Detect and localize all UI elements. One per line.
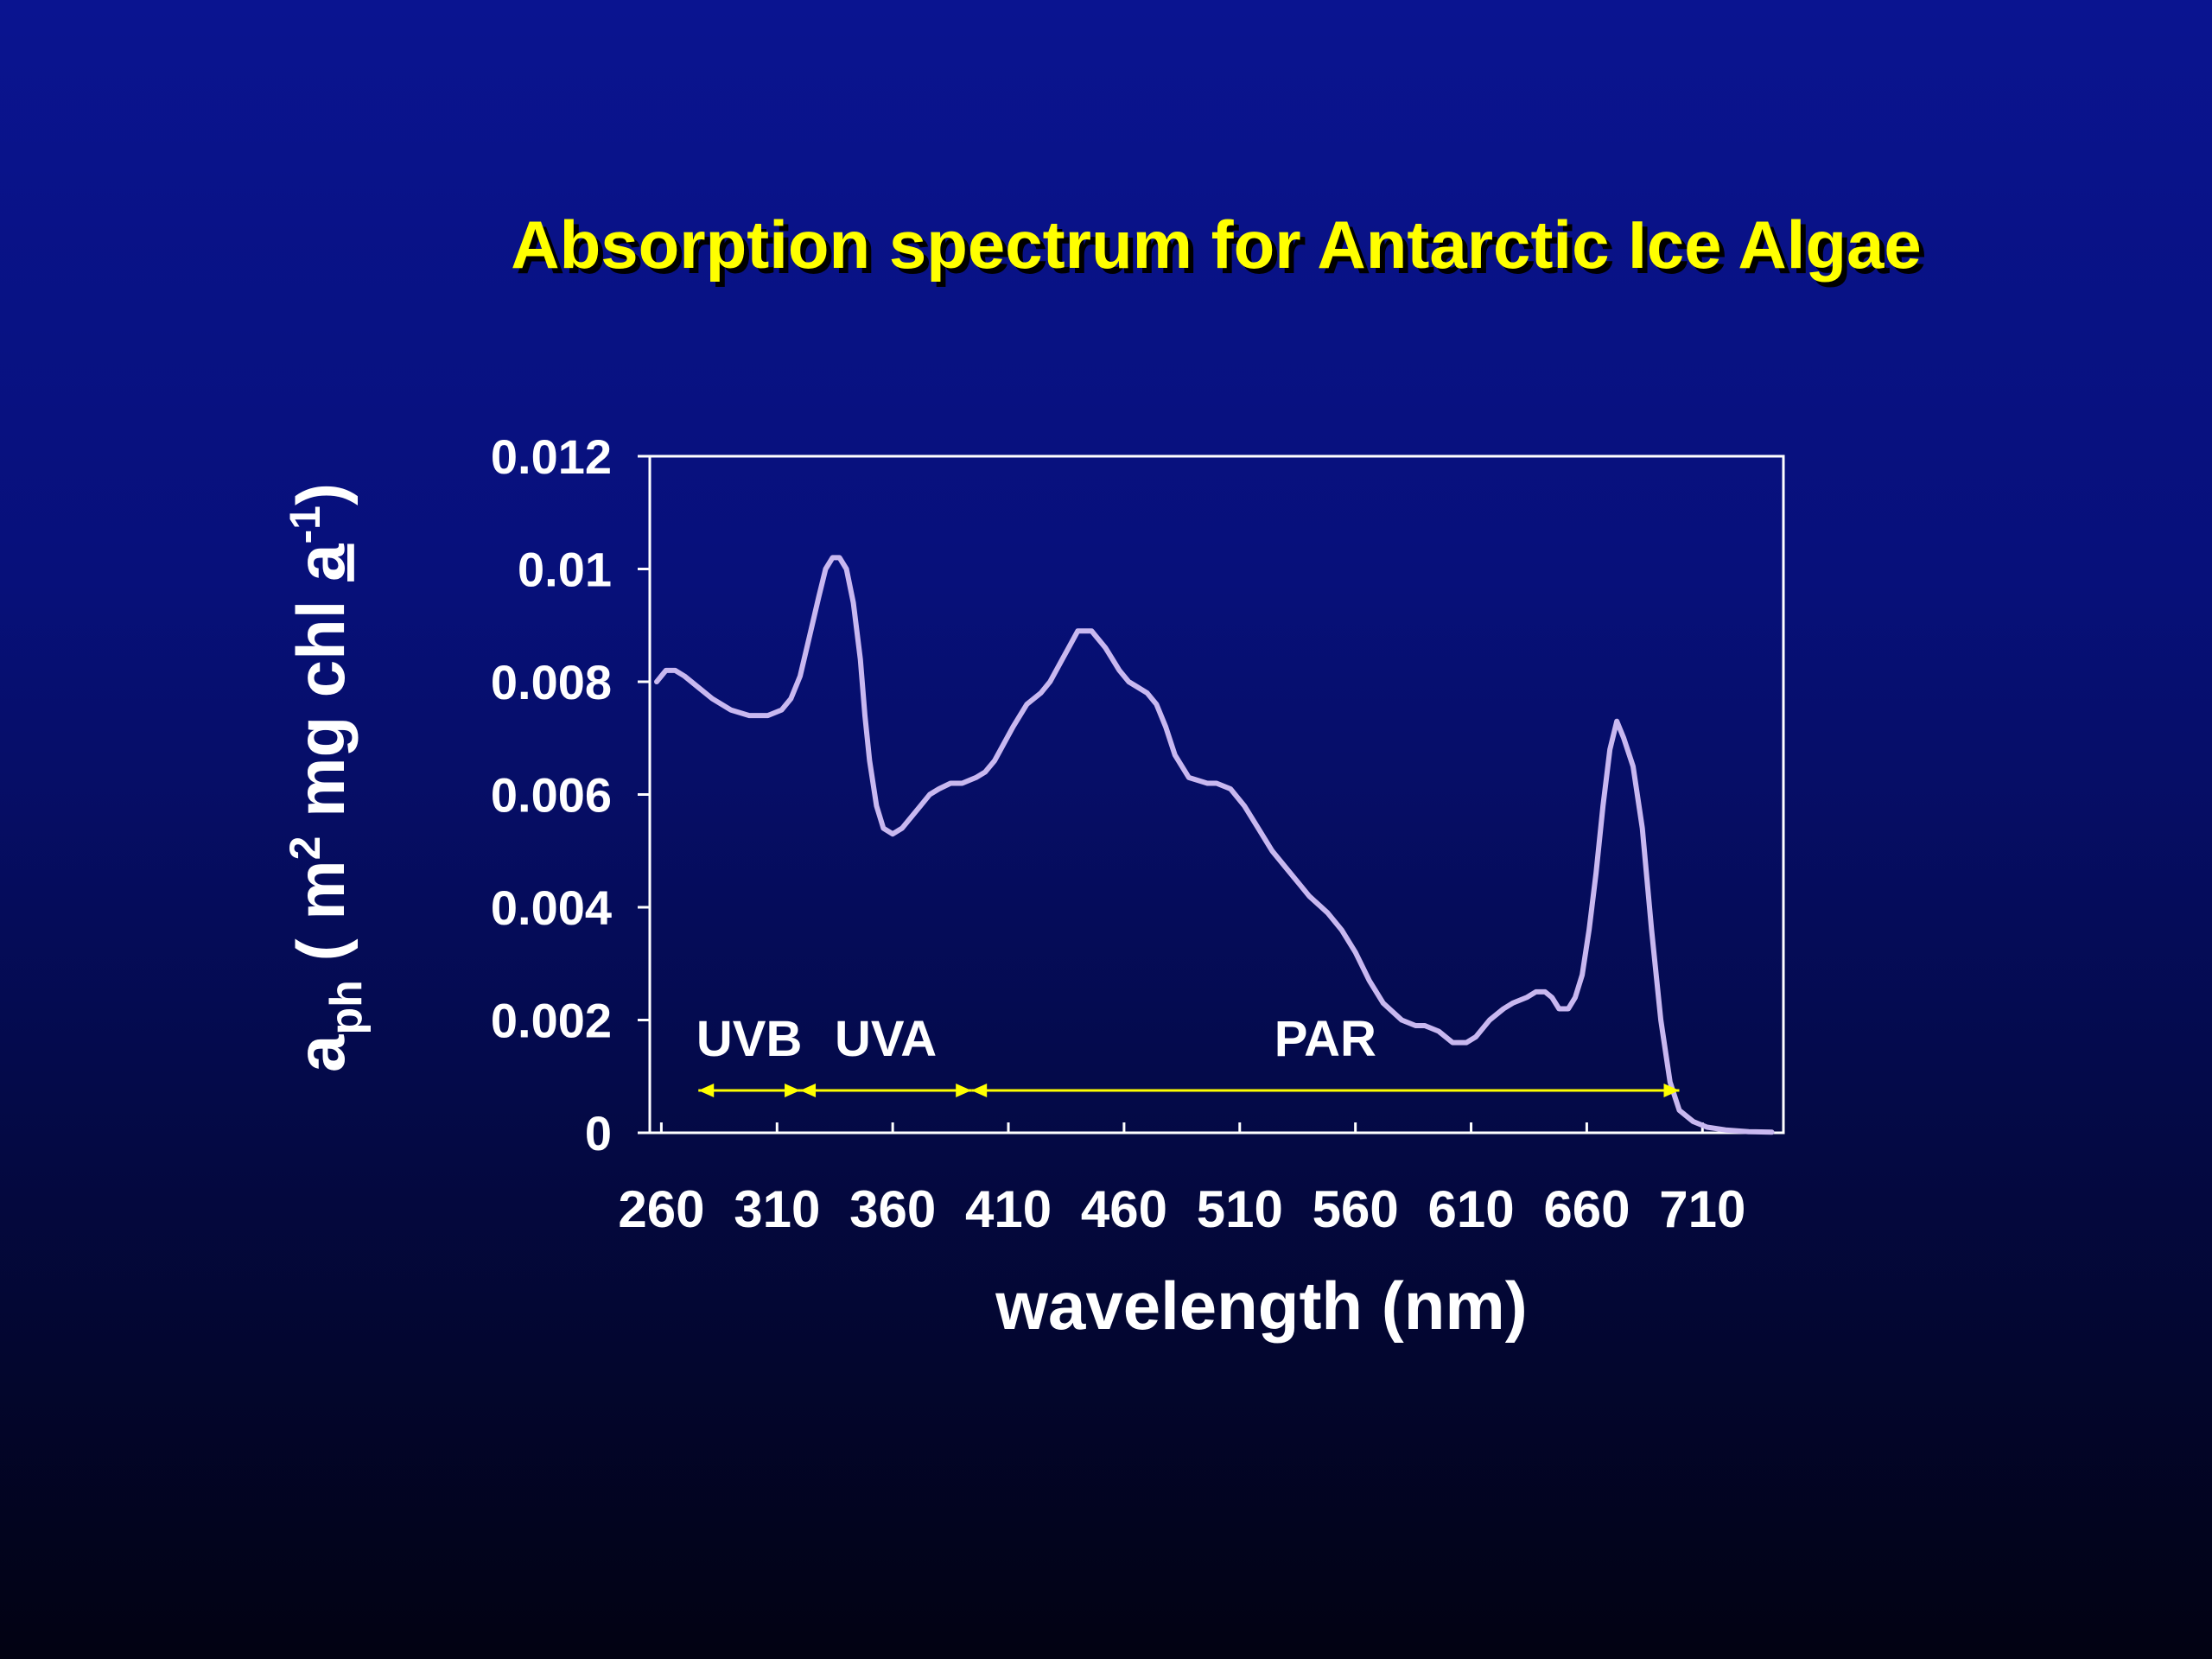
band-label-uvb: UVB: [696, 1011, 802, 1067]
y-axis-label-main: a: [283, 1034, 359, 1072]
band-arrowhead-left: [698, 1084, 715, 1097]
band-arrowhead-left: [800, 1084, 817, 1097]
x-tick-labels: 260 310 360 410 460 510 560 610 660 710: [618, 1180, 1745, 1238]
x-axis-label: wavelength (nm): [995, 1268, 1527, 1344]
y-tick-label: 0.008: [491, 655, 612, 709]
x-tick-label: 310: [734, 1180, 820, 1238]
y-tick-label: 0.006: [491, 768, 612, 823]
y-tick-label: 0: [585, 1106, 612, 1160]
y-tick-label: 0.004: [491, 880, 612, 935]
x-tick-label: 710: [1659, 1180, 1745, 1238]
band-label-uva: UVA: [835, 1011, 937, 1067]
y-tick-label: 0.01: [518, 543, 612, 597]
x-tick-label: 560: [1313, 1180, 1399, 1238]
y-axis-label-unit-c: a: [283, 543, 359, 582]
band-arrowhead-right: [956, 1084, 972, 1097]
band-arrowhead-right: [1663, 1084, 1680, 1097]
x-tick-label: 460: [1081, 1180, 1167, 1238]
x-tick-label: 360: [849, 1180, 936, 1238]
spectral-bands: UVB UVA PAR: [696, 1011, 1680, 1097]
x-tick-label: 610: [1427, 1180, 1514, 1238]
y-axis-label-unit-d: ): [283, 483, 359, 505]
y-tick-label: 0.012: [491, 429, 612, 484]
y-axis-label-unit-a: ( m: [283, 860, 359, 980]
band-arrowhead-right: [785, 1084, 801, 1097]
x-tick-marks: [659, 1122, 1704, 1133]
x-tick-label: 660: [1543, 1180, 1630, 1238]
y-axis-label-sub: ph: [321, 980, 372, 1035]
band-label-par: PAR: [1274, 1011, 1376, 1067]
y-axis-label: aph ( m2 mg chl a-1): [281, 483, 372, 1072]
x-tick-label: 410: [965, 1180, 1052, 1238]
y-axis-label-sup2: -1: [281, 505, 329, 543]
y-axis-label-sup1: 2: [281, 836, 329, 861]
y-tick-label: 0.002: [491, 994, 612, 1048]
slide-title: Absorption spectrum for Antarctic Ice Al…: [511, 207, 1922, 283]
y-tick-marks: [638, 454, 650, 1135]
y-tick-labels: 0 0.002 0.004 0.006 0.008 0.01 0.012: [491, 429, 612, 1160]
x-tick-label: 510: [1197, 1180, 1283, 1238]
x-tick-label: 260: [618, 1180, 704, 1238]
plot-frame: [648, 454, 1785, 1135]
y-axis-label-unit-b: mg chl: [283, 582, 359, 836]
band-arrowhead-left: [971, 1084, 988, 1097]
spectrum-line: [654, 555, 1775, 1135]
